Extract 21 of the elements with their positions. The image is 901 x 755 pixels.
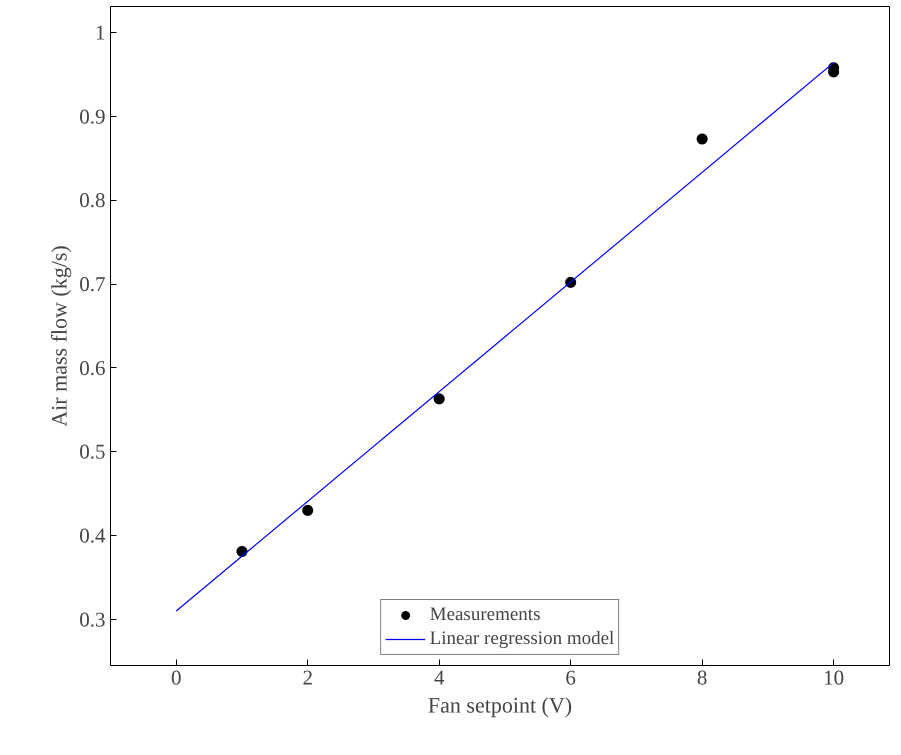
point — [434, 393, 445, 404]
x-axis-title: Fan setpoint (V) — [428, 692, 572, 718]
y-axis-title: Air mass flow (kg/s) — [46, 245, 72, 427]
y-tick-label: 0.3 — [79, 607, 106, 632]
x-tick-label: 6 — [565, 666, 576, 690]
x-tick-label: 4 — [434, 666, 445, 690]
y-tick-label: 1 — [95, 20, 106, 44]
y-tick-label: 0.9 — [79, 104, 106, 128]
y-tick-label: 0.6 — [79, 356, 106, 380]
x-tick-label: 2 — [302, 666, 313, 690]
legend-label: Measurements — [430, 604, 540, 626]
y-tick-label: 0.4 — [79, 524, 106, 548]
x-tick-label: 10 — [823, 666, 844, 690]
y-tick-label: 0.8 — [79, 188, 106, 212]
x-tick-label: 8 — [696, 666, 708, 690]
x-tick-label: 0 — [170, 666, 182, 690]
point — [696, 133, 708, 144]
y-tick-label: 0.7 — [79, 272, 106, 296]
y-tick-label: 0.5 — [79, 440, 106, 464]
legend-label: Linear regression model — [430, 628, 614, 650]
point — [302, 504, 314, 516]
